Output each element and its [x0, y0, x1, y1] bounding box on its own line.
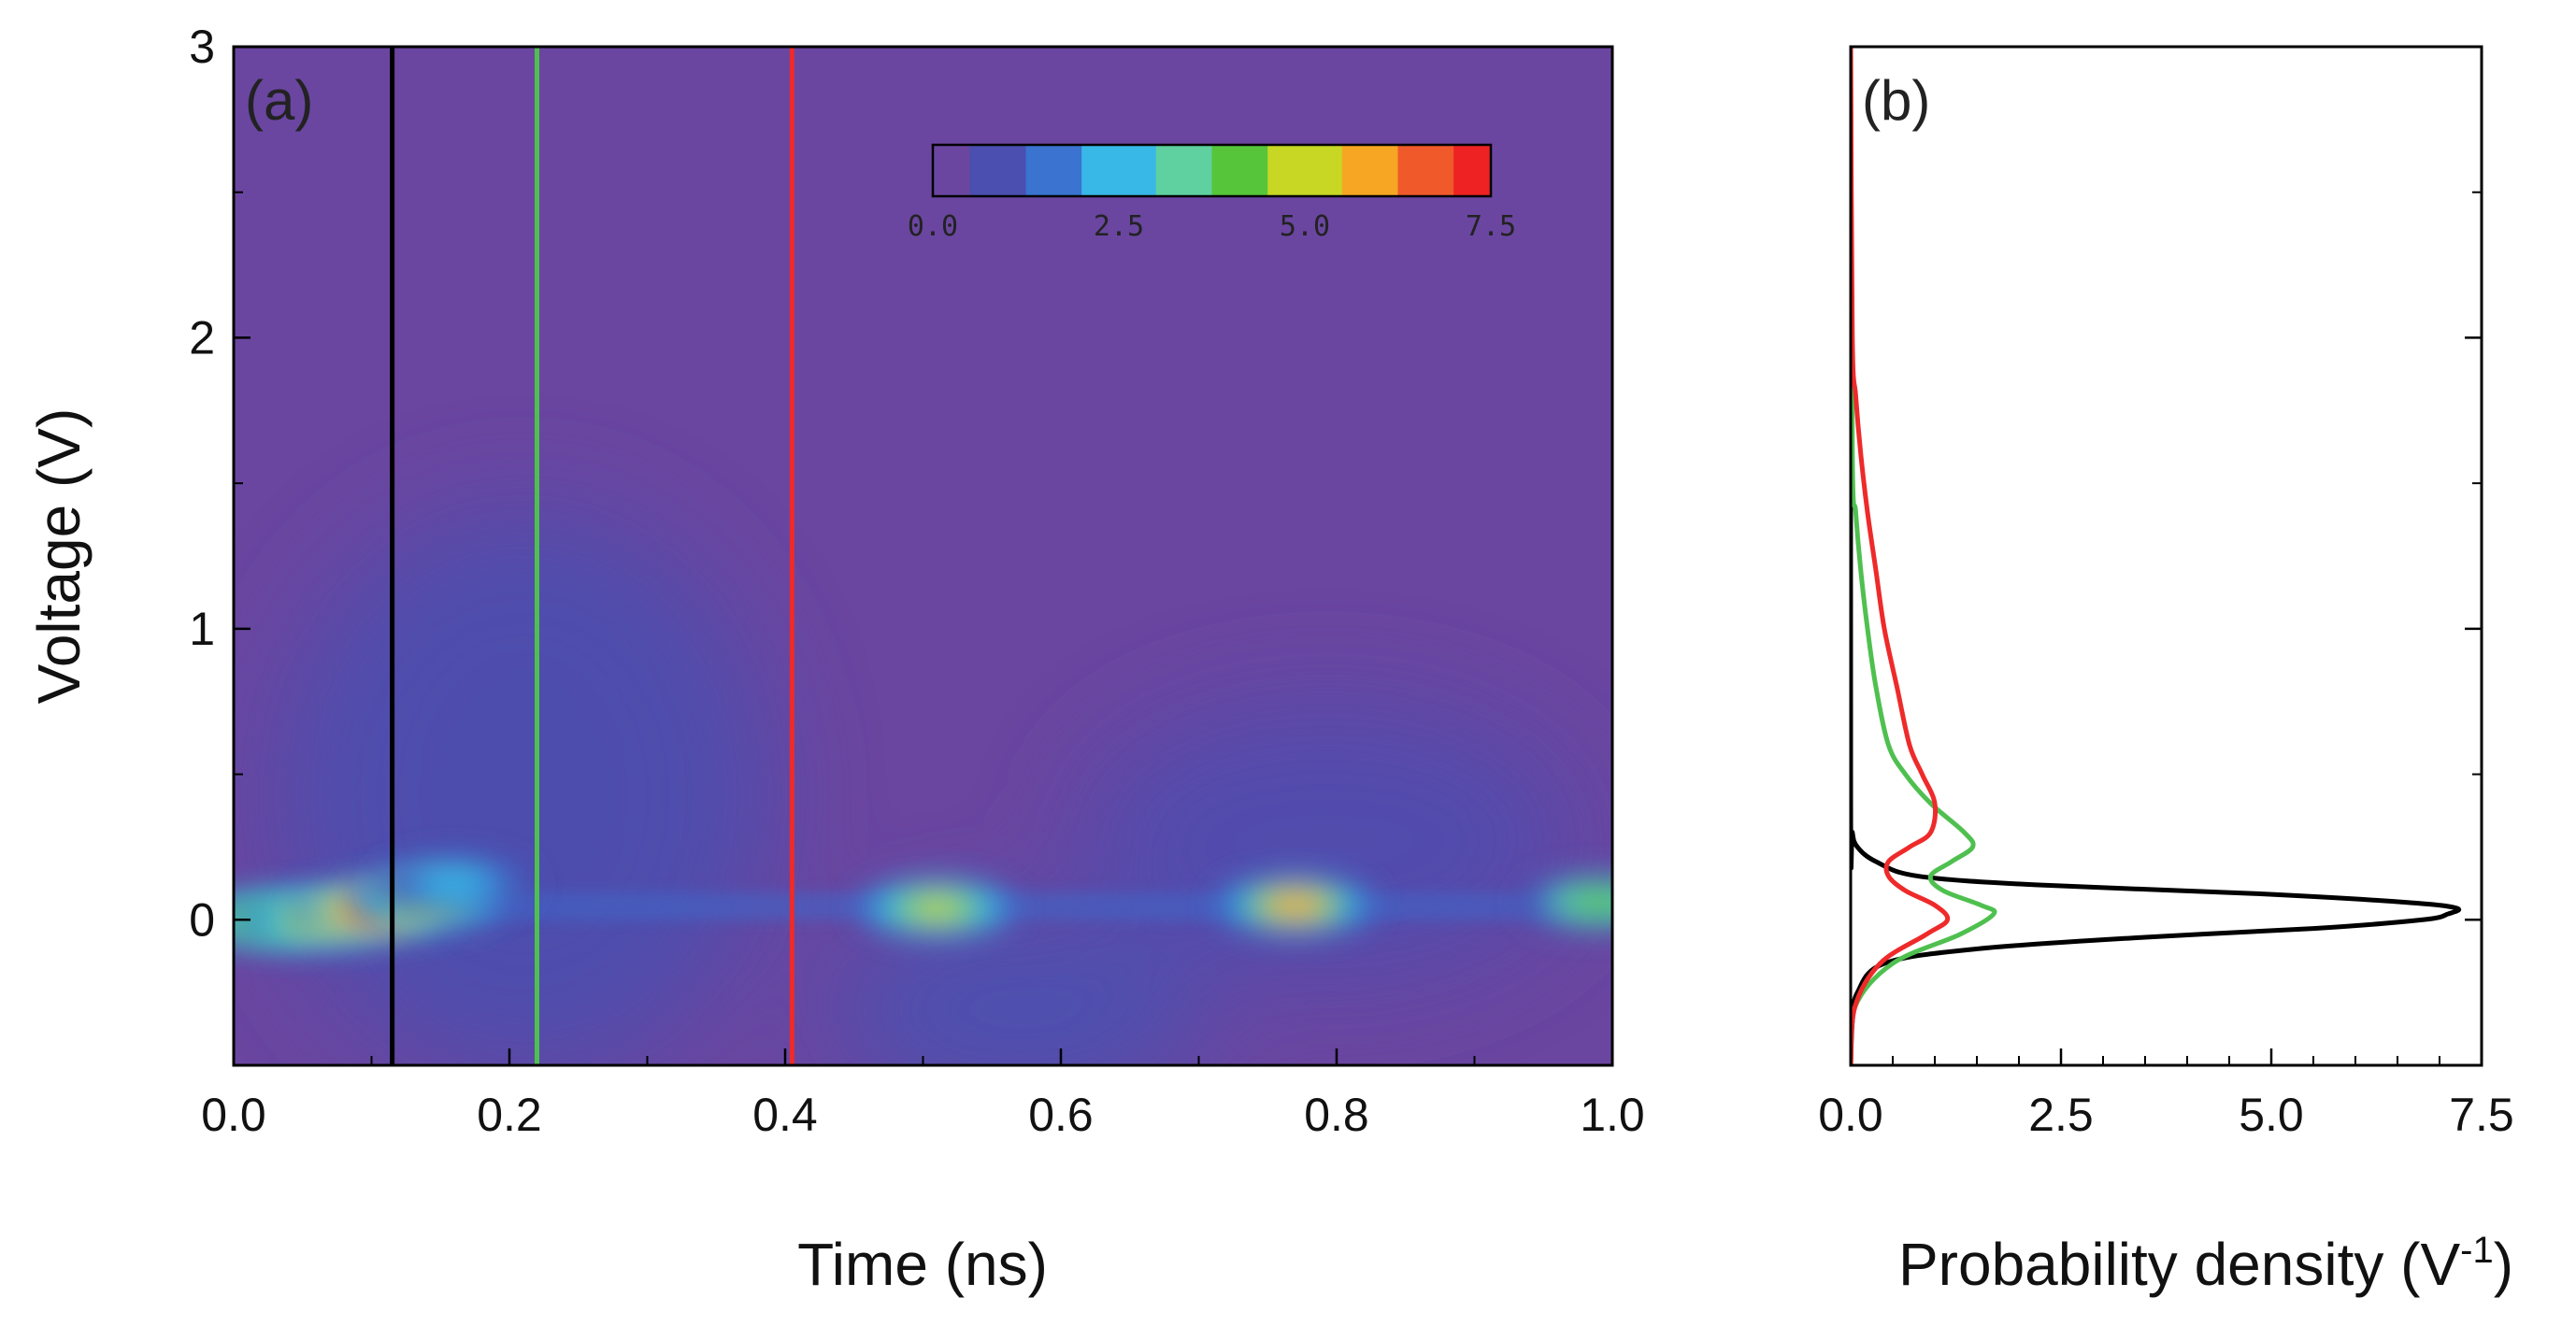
panel-b-frame [1849, 45, 2483, 1067]
colorbar-cell [1286, 145, 1306, 196]
x-tick-label: 0.6 [1028, 1089, 1094, 1141]
heatmap-blob [857, 878, 1017, 938]
colorbar-cell [1025, 145, 1045, 196]
colorbar-cells [933, 145, 1492, 196]
heatmap-area [234, 47, 1612, 1065]
colorbar-cell [1472, 145, 1492, 196]
x-tick-label: 0.8 [1304, 1089, 1369, 1141]
heatmap-blob-level [427, 874, 481, 896]
halo-right-upper [1084, 710, 1570, 972]
colorbar-cell [1416, 145, 1436, 196]
x-tick-label: 2.5 [2028, 1089, 2094, 1141]
heatmap-blob-level [1268, 894, 1323, 917]
colorbar-cell [1397, 145, 1417, 196]
x-tick-label: 7.5 [2449, 1089, 2514, 1141]
heatmap-blob-level [909, 897, 964, 920]
colorbar-tick-label: 0.0 [908, 210, 958, 243]
colorbar-cell [1211, 145, 1231, 196]
colorbar-ticks: 0.0 2.5 5.0 7.5 [908, 210, 1516, 243]
colorbar-cell [1230, 145, 1250, 196]
y-tick-label: 1 [189, 603, 215, 655]
colorbar: 0.0 2.5 5.0 7.5 [908, 143, 1516, 243]
colorbar-cell [951, 145, 971, 196]
heatmap-blob [1215, 875, 1375, 935]
panel-a-label: (a) [245, 69, 313, 132]
colorbar-cell [1453, 145, 1473, 196]
density-curve [1851, 47, 1951, 1065]
colorbar-tick-label: 5.0 [1280, 210, 1330, 243]
colorbar-cell [1267, 145, 1287, 196]
colorbar-cell [1081, 145, 1101, 196]
panel-b-xlabel: Probability density (V-1) [1898, 1230, 2513, 1298]
heatmap-blob-layer [234, 855, 1612, 950]
colorbar-cell [1100, 145, 1120, 196]
colorbar-cell [1323, 145, 1343, 196]
colorbar-cell [1155, 145, 1176, 196]
colorbar-cell [933, 145, 952, 196]
panel-b-xlabel-base: Probability density (V [1898, 1231, 2460, 1298]
panel-a-xlabel: Time (ns) [797, 1231, 1048, 1298]
marker-layer [390, 47, 794, 1065]
colorbar-cell [1174, 145, 1195, 196]
density-curve [1851, 47, 1997, 1065]
y-tick-label: 0 [189, 893, 215, 946]
colorbar-cell [969, 145, 990, 196]
colorbar-cell [1044, 145, 1064, 196]
panel-b: 0.0 2.5 5.0 7.5 (b) Probability density (V-… [1818, 45, 2514, 1298]
y-tick-label: 2 [189, 311, 215, 364]
x-tick-label: 0.0 [1818, 1089, 1883, 1141]
x-tick-label: 5.0 [2239, 1089, 2304, 1141]
colorbar-frame [931, 143, 1493, 198]
panel-b-label: (b) [1862, 69, 1930, 132]
colorbar-cell [1305, 145, 1324, 196]
panel-a-ylabel: Voltage (V) [25, 408, 93, 705]
panel-b-xlabel-end: ) [2494, 1231, 2513, 1298]
panel-b-xlabel-sup: -1 [2460, 1230, 2494, 1271]
colorbar-tick-label: 2.5 [1094, 210, 1144, 243]
heatmap-blob [375, 855, 534, 915]
colorbar-cell [1435, 145, 1454, 196]
colorbar-cell [1379, 145, 1399, 196]
colorbar-cell [1063, 145, 1082, 196]
colorbar-cell [988, 145, 1009, 196]
x-tick-label: 1.0 [1580, 1089, 1645, 1141]
y-tick-label: 3 [189, 21, 215, 73]
x-tick-label: 0.2 [477, 1089, 542, 1141]
halo-mid-lower [832, 925, 1206, 1065]
colorbar-cell [1007, 145, 1027, 196]
halo-mid-upper [280, 514, 766, 1065]
colorbar-cell [1360, 145, 1381, 196]
x-tick-label: 0.0 [201, 1089, 266, 1141]
colorbar-cell [1137, 145, 1157, 196]
heatmap-blob-level [1571, 891, 1612, 914]
colorbar-cell [1341, 145, 1362, 196]
colorbar-tick-label: 7.5 [1466, 210, 1516, 243]
colorbar-cell [1249, 145, 1268, 196]
panel-b-ticks: 0.0 2.5 5.0 7.5 [1818, 45, 2514, 1141]
colorbar-cell [1193, 145, 1213, 196]
panel-a-ticks: 0.0 0.2 0.4 0.6 0.8 1.0 0 1 2 3 [189, 21, 1645, 1141]
x-tick-label: 0.4 [752, 1089, 818, 1141]
heatmap-blob [1519, 872, 1612, 933]
colorbar-cell [1119, 145, 1138, 196]
